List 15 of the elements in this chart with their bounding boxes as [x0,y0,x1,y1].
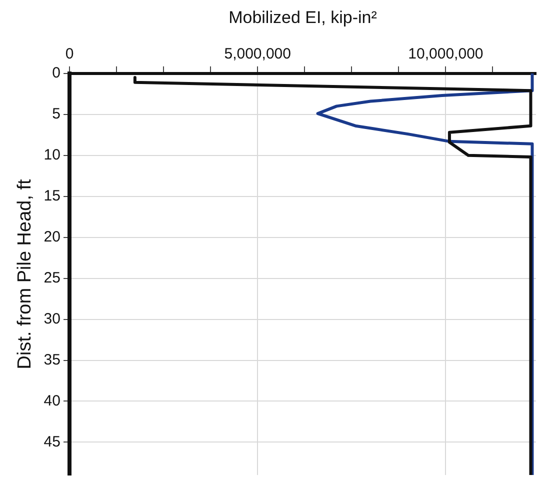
x-tick-label: 0 [65,46,74,63]
y-tick-label: 15 [44,187,60,204]
y-tick-label: 20 [44,228,60,246]
x-tick-label: 5,000,000 [224,46,291,63]
y-tick-label: 35 [44,351,60,368]
x-axis-title: Mobilized EI, kip-in² [228,8,378,27]
y-tick-label: 40 [44,392,60,410]
y-tick-label: 10 [44,146,60,164]
y-tick-label: 0 [52,64,60,82]
y-tick-label: 25 [44,269,60,286]
y-tick-label: 5 [52,106,60,123]
x-tick-label: 10,000,000 [408,46,484,63]
y-tick-label: 30 [44,310,60,328]
y-tick-label: 45 [44,433,60,450]
y-axis-title: Dist. from Pile Head, ft [14,178,36,370]
